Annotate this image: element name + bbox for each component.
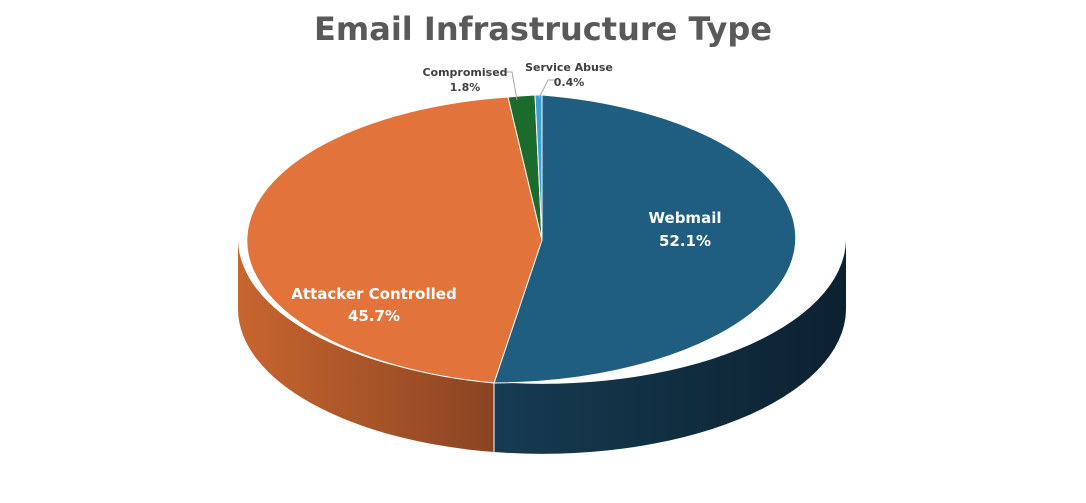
- label-compromised-value: 1.8%: [450, 81, 481, 94]
- pie-top: [246, 94, 797, 384]
- slice-attacker-controlled: [246, 96, 543, 384]
- pie-side-walls: [238, 240, 846, 454]
- leader-line-compromised: [505, 71, 518, 101]
- slice-webmail: [493, 94, 797, 384]
- label-webmail-value: 52.1%: [659, 232, 711, 250]
- label-service-abuse-value: 0.4%: [554, 76, 585, 89]
- label-attacker-controlled-name: Attacker Controlled: [291, 285, 456, 303]
- label-compromised-name: Compromised: [422, 66, 507, 79]
- chart-title: Email Infrastructure Type: [314, 10, 772, 48]
- slice-side-attacker-controlled: [238, 240, 494, 452]
- label-webmail-name: Webmail: [649, 209, 722, 227]
- label-service-abuse-name: Service Abuse: [525, 61, 613, 74]
- label-attacker-controlled-value: 45.7%: [348, 307, 400, 325]
- slice-side-webmail: [494, 240, 846, 454]
- slice-service-abuse: [534, 94, 543, 241]
- leader-line-service-abuse: [538, 79, 555, 99]
